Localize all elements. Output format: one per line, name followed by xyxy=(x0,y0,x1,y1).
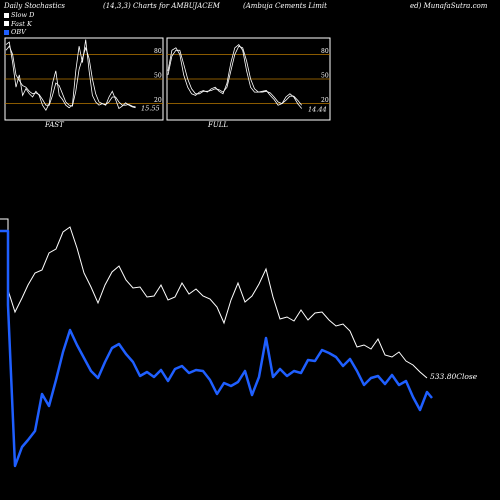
legend-swatch-slow-d xyxy=(4,12,9,18)
legend-item-fast-k: Fast K xyxy=(4,20,34,29)
fast-value-label: 15.55 xyxy=(141,105,160,113)
full-tick-80: 80 xyxy=(321,48,329,55)
legend-label-fast-k: Fast K xyxy=(11,19,32,28)
legend-label-obv: OBV xyxy=(11,28,26,36)
chart-title: Daily Stochastics xyxy=(4,2,66,10)
company-name: (Ambuja Cements Limit xyxy=(243,2,327,10)
legend: Slow D Fast K OBV xyxy=(4,11,34,37)
fast-tick-50: 50 xyxy=(154,73,162,80)
legend-item-slow-d: Slow D xyxy=(4,11,34,20)
full-value-label: 14.44 xyxy=(308,106,327,114)
chart-params: (14,3,3) Charts for AMBUJACEM xyxy=(103,2,220,10)
full-series-fast-k xyxy=(167,44,303,109)
source-label: ed) MunafaSutra.com xyxy=(410,2,488,10)
fast-stochastic-panel: 20 50 80 15.55 xyxy=(4,37,164,121)
full-tick-20: 20 xyxy=(321,97,329,104)
close-price-line xyxy=(0,218,428,379)
fast-tick-20: 20 xyxy=(154,97,162,104)
fast-tick-80: 80 xyxy=(154,48,162,55)
fast-series-slow-d xyxy=(5,45,136,108)
obv-line xyxy=(0,229,433,468)
fast-panel-label: FAST xyxy=(45,121,64,129)
full-stochastic-panel: 20 50 80 14.44 xyxy=(166,37,331,121)
full-tick-50: 50 xyxy=(321,73,329,80)
close-value-label: 533.80Close xyxy=(430,372,478,381)
legend-swatch-obv xyxy=(4,29,9,35)
full-panel-label: FULL xyxy=(208,121,229,129)
full-series-slow-d xyxy=(167,45,303,106)
legend-label-slow-d: Slow D xyxy=(11,11,35,19)
legend-swatch-fast-k xyxy=(4,21,9,27)
legend-item-obv: OBV xyxy=(4,28,34,37)
price-obv-panel xyxy=(0,218,433,468)
fast-series-fast-k xyxy=(5,39,136,111)
